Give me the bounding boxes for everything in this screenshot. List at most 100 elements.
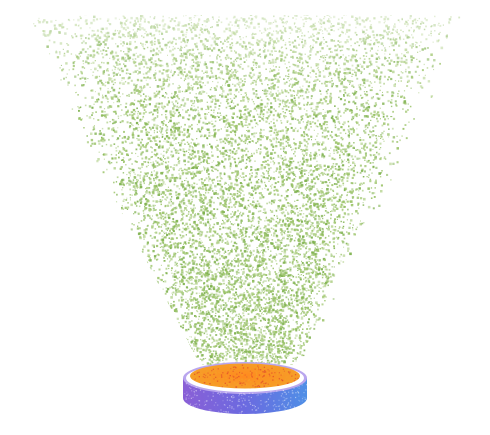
spray-particle	[201, 231, 204, 234]
spray-particle	[265, 216, 267, 218]
spray-particle	[140, 220, 143, 222]
spray-particle	[262, 288, 265, 291]
spray-particle	[249, 251, 252, 254]
spray-particle	[256, 348, 258, 350]
spray-particle	[243, 306, 246, 309]
spray-particle	[280, 212, 283, 214]
spray-particle	[258, 264, 261, 267]
spray-particle	[221, 237, 223, 239]
spray-particle	[316, 230, 319, 233]
spray-particle	[193, 350, 195, 352]
spray-particle	[245, 208, 248, 210]
spray-particle	[293, 344, 296, 347]
spray-particle	[139, 202, 142, 204]
spray-particle	[240, 249, 242, 252]
spray-particle	[287, 352, 290, 355]
spray-particle	[210, 265, 212, 267]
spray-particle	[236, 349, 239, 352]
spray-particle	[203, 341, 206, 344]
spray-particle	[226, 204, 228, 206]
spray-particle	[205, 259, 207, 262]
spray-particle	[191, 293, 194, 295]
spray-particle	[204, 222, 207, 225]
spray-particle	[300, 244, 303, 247]
spray-particle	[270, 227, 273, 229]
spray-particle	[319, 243, 321, 245]
spray-particle	[318, 270, 320, 272]
spray-particle	[220, 342, 223, 345]
spray-particle	[234, 280, 237, 283]
spray-particle	[181, 230, 184, 233]
spray-particle	[205, 260, 207, 262]
spray-particle	[315, 318, 318, 321]
spray-particle	[165, 251, 168, 253]
spray-particle	[296, 214, 299, 217]
spray-particle	[238, 201, 241, 204]
spray-particle	[200, 205, 203, 209]
spray-particle	[245, 322, 248, 325]
spray-particle	[199, 258, 201, 260]
spray-particle	[188, 237, 191, 240]
spray-particle	[185, 315, 187, 317]
spray-particle	[193, 283, 195, 285]
spray-particle	[231, 260, 233, 262]
spray-particle	[266, 219, 268, 222]
spray-particle	[281, 274, 284, 277]
spray-particle	[189, 202, 192, 205]
spray-particle	[252, 266, 254, 269]
spray-particle	[257, 359, 259, 361]
spray-particle	[204, 247, 206, 249]
spray-particle	[205, 312, 208, 315]
spray-particle	[206, 209, 209, 213]
spray-particle	[300, 324, 302, 326]
spray-particle	[203, 305, 206, 308]
spray-particle	[295, 237, 297, 239]
spray-particle	[190, 360, 192, 362]
spray-particle	[271, 256, 275, 259]
spray-particle	[258, 327, 261, 329]
spray-particle	[343, 246, 345, 248]
spray-particle	[287, 235, 289, 238]
spray-particle	[283, 322, 286, 325]
spray-particle	[190, 293, 193, 296]
spray-particle	[347, 232, 351, 235]
spray-particle	[286, 217, 288, 218]
spray-particle	[273, 232, 276, 235]
spray-particle	[181, 314, 183, 317]
spray-particle	[318, 283, 320, 286]
spray-particle	[265, 332, 267, 335]
spray-particle	[222, 322, 225, 326]
spray-particle	[250, 310, 253, 313]
spray-particle	[195, 340, 198, 343]
spray-particle	[314, 247, 316, 249]
spray-particle	[200, 261, 202, 264]
spray-particle	[149, 234, 152, 237]
spray-particle	[258, 361, 260, 363]
spray-particle	[250, 265, 253, 267]
spray-particle	[232, 223, 234, 226]
spray-particle	[254, 296, 256, 298]
spray-particle	[207, 316, 209, 318]
spray-particle	[306, 340, 309, 342]
spray-particle	[218, 234, 220, 236]
spray-particle	[301, 316, 303, 318]
spray-particle	[307, 200, 309, 203]
spray-particle	[255, 351, 257, 353]
spray-particle	[179, 242, 182, 245]
spray-particle	[177, 271, 180, 274]
spray-particle	[208, 250, 211, 254]
spray-particle	[295, 297, 298, 300]
spray-particle	[210, 303, 212, 305]
spray-particle	[321, 282, 324, 285]
spray-particle	[221, 352, 224, 355]
spray-particle	[292, 255, 295, 258]
spray-particle	[241, 234, 243, 237]
spray-particle	[247, 204, 250, 207]
spray-particle	[261, 357, 264, 359]
spray-particle	[169, 245, 173, 249]
spray-particle	[158, 232, 161, 235]
spray-particle	[204, 234, 208, 238]
spray-particle	[275, 272, 278, 276]
spray-particle	[231, 349, 234, 352]
spray-particle	[164, 236, 167, 239]
